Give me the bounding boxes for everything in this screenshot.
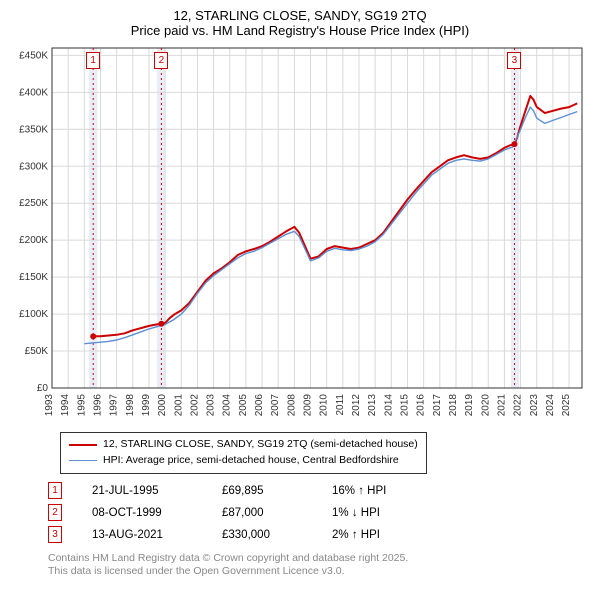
svg-text:£150K: £150K [19,272,48,283]
svg-text:1996: 1996 [92,394,103,417]
legend-row: HPI: Average price, semi-detached house,… [69,453,418,469]
svg-text:£450K: £450K [19,50,48,61]
plot-area: £0 £50K £100K £150K £200K £250K £300K £350K £400… [10,44,590,424]
svg-text:2000: 2000 [157,394,168,417]
txn-marker: 1 [48,482,62,499]
svg-text:1995: 1995 [76,394,87,417]
svg-text:2013: 2013 [367,394,378,417]
svg-text:£100K: £100K [19,309,48,320]
svg-text:2018: 2018 [448,394,459,417]
txn-marker: 3 [48,526,62,543]
legend-swatch-2 [69,460,97,462]
footer-line1: Contains HM Land Registry data © Crown c… [48,552,590,566]
legend: 12, STARLING CLOSE, SANDY, SG19 2TQ (sem… [60,432,427,474]
txn-delta: 1% ↓ HPI [332,507,432,519]
chart-container: 12, STARLING CLOSE, SANDY, SG19 2TQ Pric… [0,0,600,587]
svg-text:1997: 1997 [109,394,120,417]
svg-text:2001: 2001 [173,394,184,417]
title-line1: 12, STARLING CLOSE, SANDY, SG19 2TQ [10,8,590,23]
txn-date: 08-OCT-1999 [92,507,222,519]
chart-marker: 3 [507,52,521,69]
svg-text:2019: 2019 [464,394,475,417]
transaction-row: 2 08-OCT-1999£87,0001% ↓ HPI [48,502,590,524]
svg-text:2014: 2014 [383,394,394,417]
chart-svg: £0 £50K £100K £150K £200K £250K £300K £350K £400… [10,44,590,424]
svg-text:£50K: £50K [25,346,49,357]
svg-text:2017: 2017 [432,394,443,417]
svg-text:1998: 1998 [125,394,136,417]
footer-line2: This data is licensed under the Open Gov… [48,565,590,579]
title-block: 12, STARLING CLOSE, SANDY, SG19 2TQ Pric… [10,8,590,38]
svg-text:2022: 2022 [513,394,524,417]
svg-text:2011: 2011 [335,394,346,416]
txn-delta: 16% ↑ HPI [332,485,432,497]
txn-date: 21-JUL-1995 [92,485,222,497]
svg-text:1994: 1994 [60,394,71,417]
legend-row: 12, STARLING CLOSE, SANDY, SG19 2TQ (sem… [69,437,418,453]
svg-text:£0: £0 [37,383,49,394]
chart-marker: 2 [154,52,168,69]
transaction-row: 3 13-AUG-2021£330,0002% ↑ HPI [48,524,590,546]
svg-text:2010: 2010 [319,394,330,417]
svg-text:2024: 2024 [545,394,556,417]
svg-text:2007: 2007 [270,394,281,417]
svg-text:2015: 2015 [399,394,410,417]
svg-text:2025: 2025 [561,394,572,417]
txn-price: £87,000 [222,507,332,519]
txn-price: £330,000 [222,529,332,541]
svg-text:2021: 2021 [496,394,507,417]
svg-text:2005: 2005 [238,394,249,417]
svg-text:2003: 2003 [206,394,217,417]
txn-date: 13-AUG-2021 [92,529,222,541]
transaction-row: 1 21-JUL-1995£69,89516% ↑ HPI [48,480,590,502]
svg-text:£350K: £350K [19,124,48,135]
legend-label: HPI: Average price, semi-detached house,… [103,453,399,469]
svg-text:£250K: £250K [19,198,48,209]
chart-marker: 1 [86,52,100,69]
transaction-table: 1 21-JUL-1995£69,89516% ↑ HPI 2 08-OCT-1999… [48,480,590,546]
svg-text:£400K: £400K [19,87,48,98]
svg-text:2008: 2008 [286,394,297,417]
svg-text:2012: 2012 [351,394,362,417]
footer: Contains HM Land Registry data © Crown c… [48,552,590,579]
title-line2: Price paid vs. HM Land Registry's House … [10,23,590,38]
svg-text:2016: 2016 [416,394,427,417]
svg-text:1999: 1999 [141,394,152,417]
svg-text:2023: 2023 [529,394,540,417]
legend-label: 12, STARLING CLOSE, SANDY, SG19 2TQ (sem… [103,437,418,453]
svg-text:2020: 2020 [480,394,491,417]
svg-text:£300K: £300K [19,161,48,172]
svg-text:1993: 1993 [44,394,55,417]
svg-text:2004: 2004 [222,394,233,417]
svg-text:2006: 2006 [254,394,265,417]
txn-marker: 2 [48,504,62,521]
legend-swatch-1 [69,444,97,447]
svg-text:2002: 2002 [189,394,200,417]
txn-delta: 2% ↑ HPI [332,529,432,541]
svg-text:2009: 2009 [303,394,314,417]
svg-text:£200K: £200K [19,235,48,246]
txn-price: £69,895 [222,485,332,497]
